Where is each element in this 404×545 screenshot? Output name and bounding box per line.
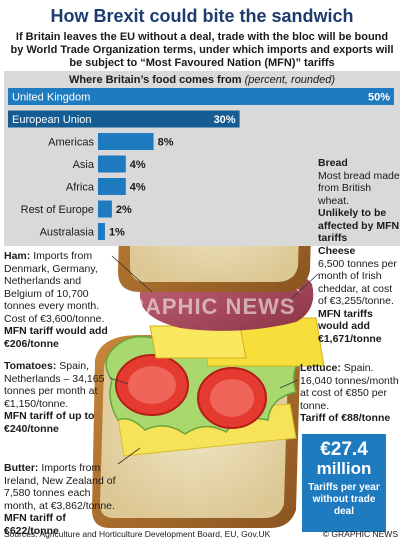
value-label: 4% <box>130 159 146 171</box>
butter-annotation: Butter: Imports from Ireland, New Zealan… <box>4 462 120 537</box>
bar-africa <box>98 178 126 195</box>
ham-body: Imports from Denmark, Germany, Netherlan… <box>4 250 105 325</box>
chart-title-note: (percent, rounded) <box>244 74 336 86</box>
butter-leader <box>117 447 141 465</box>
cheese-leader <box>289 273 319 301</box>
lettuce-annotation: Lettuce: Spain. 16,040 tonnes/month at c… <box>300 362 400 425</box>
bread-head: Bread <box>318 157 348 169</box>
bar-americas <box>98 133 154 150</box>
category-label: Rest of Europe <box>21 204 94 216</box>
bar-asia <box>98 155 126 173</box>
bread-body: Most bread made from British wheat. <box>318 169 400 207</box>
cheese-tariff: MFN tariffs would add €1,671/tonne <box>318 307 382 345</box>
category-label: European Union <box>12 114 92 126</box>
ham-annotation: Ham: Imports from Denmark, Germany, Neth… <box>4 250 112 350</box>
cheese-slice-2 <box>149 325 247 359</box>
cheese-body: 6,500 tonnes per month of Irish cheddar,… <box>318 257 397 308</box>
lettuce-tariff: Tariff of €88/tonne <box>300 412 391 424</box>
tomato-leader <box>109 377 129 385</box>
butter-head: Butter: <box>4 462 39 474</box>
bar-european-union <box>8 110 240 128</box>
bar-united-kingdom <box>8 88 394 105</box>
bread-annotation: Bread Most bread made from British wheat… <box>318 157 402 245</box>
food-origin-chart: Where Britain’s food comes from (percent… <box>4 71 400 246</box>
cheese-annotation: Cheese 6,500 tonnes per month of Irish c… <box>318 245 402 345</box>
chart-title: Where Britain’s food comes from <box>68 74 242 86</box>
lettuce-head: Lettuce: <box>300 362 341 374</box>
credit-note: © GRAPHIC NEWS <box>322 529 398 539</box>
ham-leader <box>111 255 153 293</box>
butter-body: Imports from Ireland, New Zealand of 7,5… <box>4 462 116 512</box>
value-label: 30% <box>214 114 236 126</box>
tariff-total-amount: €27.4 <box>320 439 368 460</box>
page-subtitle: If Britain leaves the EU without a deal,… <box>10 31 394 69</box>
tariff-total-box: €27.4 million Tariffs per year without t… <box>302 434 386 532</box>
tomatoes-tariff: MFN tariff of up to €240/tonne <box>4 410 95 435</box>
lettuce-body: Spain. 16,040 tonnes/month at cost of €8… <box>300 362 399 412</box>
value-label: 1% <box>109 227 125 239</box>
cheese-head: Cheese <box>318 245 356 257</box>
value-label: 8% <box>158 137 174 149</box>
tariff-total-unit: million <box>316 459 372 478</box>
tomatoes-body: Spain, Netherlands – 34,165 tonnes per m… <box>4 360 105 410</box>
bar-rest-of-europe <box>98 200 112 218</box>
category-label: Asia <box>73 159 95 171</box>
category-label: Africa <box>66 182 95 194</box>
tomatoes-annotation: Tomatoes: Spain, Netherlands – 34,165 to… <box>4 360 110 435</box>
butter-tariff: MFN tariff of €622/tonne <box>4 512 66 537</box>
tomatoes-head: Tomatoes: <box>4 360 57 372</box>
sources-note: Sources: Agriculture and Horticulture De… <box>4 529 271 539</box>
lettuce-leader <box>279 379 299 389</box>
tomato-flesh-left <box>128 366 176 404</box>
ham-head: Ham: <box>4 250 31 262</box>
tomato-flesh-right <box>210 379 254 417</box>
bread-tariff: Unlikely to be affected by MFN tariffs <box>318 207 400 244</box>
tariff-total-description: Tariffs per year without trade deal <box>308 482 380 517</box>
page-title: How Brexit could bite the sandwich <box>50 6 354 26</box>
bar-chart-svg: United Kingdom 50% European Union 30% Americ… <box>8 88 394 240</box>
category-label: Australasia <box>40 227 95 239</box>
ham-tariff: MFN tariff would add €206/tonne <box>4 325 108 350</box>
category-label: United Kingdom <box>12 92 90 104</box>
value-label: 4% <box>130 182 146 194</box>
value-label: 50% <box>368 92 390 104</box>
watermark: GRAPHIC NEWS <box>110 294 296 319</box>
chart-heading: Where Britain’s food comes from (percent… <box>4 74 400 86</box>
value-label: 2% <box>116 204 132 216</box>
bar-australasia <box>98 223 105 240</box>
category-label: Americas <box>48 137 94 149</box>
